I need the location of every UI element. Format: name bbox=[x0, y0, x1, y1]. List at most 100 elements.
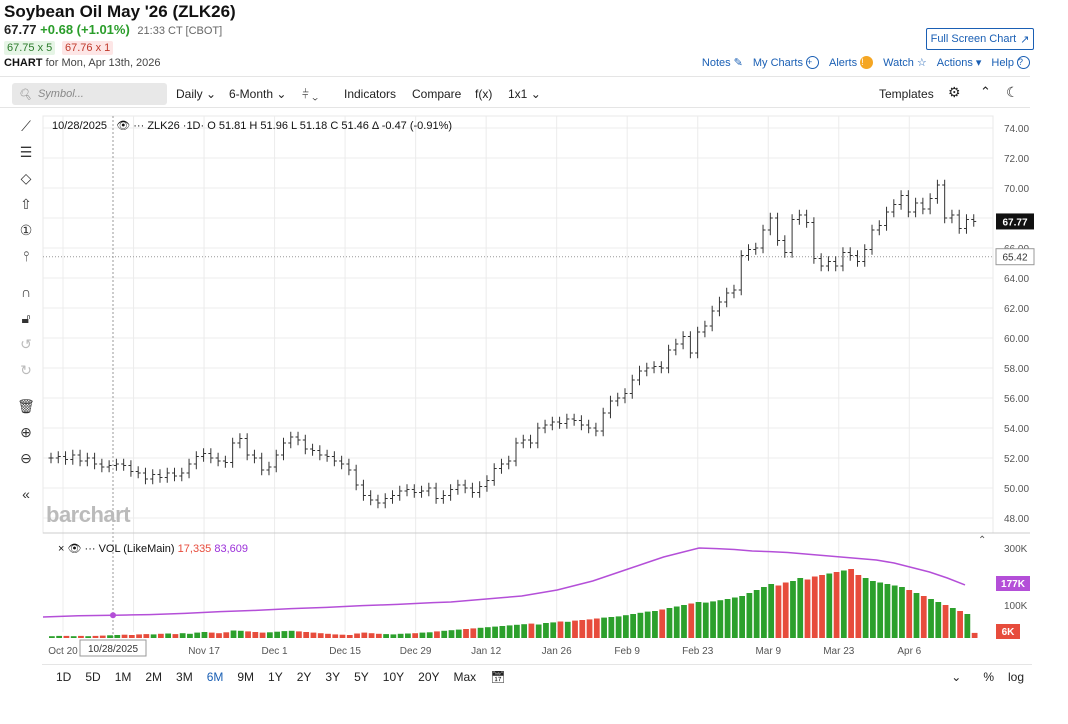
indicators-button[interactable]: Indicators bbox=[344, 87, 397, 101]
volume-bar bbox=[99, 635, 106, 638]
range-2y[interactable]: 2Y bbox=[296, 669, 312, 684]
compare-button[interactable]: Compare bbox=[412, 87, 462, 101]
measure-tool-icon[interactable]: ⫯ bbox=[22, 248, 30, 264]
range-3m[interactable]: 3M bbox=[176, 669, 193, 684]
arrow-tool-icon[interactable]: ⇧ bbox=[20, 196, 32, 212]
percent-toggle[interactable]: % bbox=[983, 669, 994, 684]
volume-bar bbox=[201, 632, 208, 638]
eye-icon[interactable]: 👁︎ bbox=[116, 120, 131, 132]
calendar-icon[interactable]: 📅︎ bbox=[490, 669, 506, 684]
range-20y[interactable]: 20Y bbox=[418, 669, 440, 684]
fib-tool-icon[interactable]: ☰ bbox=[19, 144, 33, 160]
volume-bar bbox=[514, 624, 520, 638]
volume-bar bbox=[208, 632, 215, 638]
range-dropdown[interactable]: 6-Month ⌄ bbox=[229, 87, 287, 101]
help-label: Help bbox=[991, 56, 1014, 69]
volume-bar bbox=[296, 631, 302, 638]
price-chart[interactable]: 74.0072.0070.0068.0066.0064.0062.0060.00… bbox=[0, 108, 1068, 664]
redo-icon[interactable]: ↻ bbox=[20, 362, 32, 378]
zoom-out-icon[interactable]: ⊖ bbox=[20, 450, 32, 466]
expand-icon[interactable]: ⌄ bbox=[951, 669, 962, 684]
volume-bar bbox=[114, 635, 121, 638]
range-bar: 1D 5D 1M 2M 3M 6M 9M 1Y 2Y 3Y 5Y 10Y 20Y Max 📅︎ ⌄% log bbox=[42, 664, 1032, 688]
volume-bar bbox=[928, 599, 934, 638]
volume-bar bbox=[128, 635, 135, 638]
log-toggle[interactable]: log bbox=[1007, 669, 1024, 684]
symbol-search-input[interactable]: 🔍︎ Symbol... bbox=[12, 83, 167, 105]
volume-bar bbox=[346, 635, 353, 638]
trendline-tool-icon[interactable]: ⟋ bbox=[21, 118, 31, 134]
my-charts-link[interactable]: My Charts + bbox=[753, 56, 819, 69]
range-1y[interactable]: 1Y bbox=[268, 669, 283, 684]
volume-bar bbox=[107, 635, 113, 638]
shape-tool-icon[interactable]: ◇ bbox=[20, 170, 32, 186]
settings-gear-icon[interactable]: ⚙ bbox=[948, 84, 961, 100]
volume-bar bbox=[899, 587, 905, 638]
layout-dropdown[interactable]: 1x1 ⌄ bbox=[508, 87, 541, 101]
chart-date-label: CHART for Mon, Apr 13th, 2026 bbox=[4, 57, 161, 69]
volume-bar bbox=[332, 634, 339, 638]
volume-bar bbox=[564, 621, 571, 638]
annotation-tool-icon[interactable]: ① bbox=[19, 222, 33, 238]
volume-bar bbox=[179, 633, 186, 638]
eye-icon[interactable]: 👁︎ bbox=[67, 543, 82, 555]
range-5y[interactable]: 5Y bbox=[354, 669, 369, 684]
range-3y[interactable]: 3Y bbox=[325, 669, 341, 684]
volume-bar bbox=[187, 633, 193, 638]
collapse-up-icon[interactable]: ⌃ bbox=[980, 84, 991, 99]
notes-link[interactable]: Notes ✎ bbox=[701, 56, 743, 70]
actions-menu[interactable]: Actions ▾ bbox=[937, 56, 982, 70]
volume-bar bbox=[891, 585, 898, 638]
volume-bar bbox=[237, 630, 244, 638]
watch-link[interactable]: Watch ☆ bbox=[883, 56, 927, 70]
volume-bar bbox=[368, 633, 375, 638]
undo-icon[interactable]: ↺ bbox=[20, 336, 32, 352]
vol-ma-tag bbox=[996, 576, 1030, 591]
volume-bar bbox=[877, 582, 884, 638]
volume-bar bbox=[543, 623, 549, 638]
x-tick-label: Mar 23 bbox=[823, 646, 855, 657]
dark-mode-icon[interactable]: ☾ bbox=[1006, 84, 1019, 100]
collapse-left-icon[interactable]: « bbox=[22, 486, 30, 502]
volume-bar bbox=[601, 617, 607, 638]
volume-ma-value: 83,609 bbox=[214, 543, 249, 555]
notes-label: Notes bbox=[701, 56, 731, 69]
zoom-in-icon[interactable]: ⊕ bbox=[20, 424, 32, 440]
volume-bar bbox=[484, 627, 491, 638]
volume-bar bbox=[535, 624, 542, 638]
help-link[interactable]: Help? bbox=[991, 56, 1030, 69]
range-6m[interactable]: 6M bbox=[206, 669, 224, 684]
crosshair-dot bbox=[110, 612, 116, 619]
volume-bar bbox=[375, 633, 382, 638]
full-screen-chart-button[interactable]: Full Screen Chart ↗ bbox=[926, 28, 1034, 50]
bar-type-dropdown[interactable]: ⫩ ⌄ bbox=[302, 87, 318, 101]
range-1m[interactable]: 1M bbox=[114, 669, 132, 684]
volume-bar bbox=[56, 635, 63, 638]
volume-bar bbox=[848, 569, 854, 638]
lock-icon[interactable]: 🔓︎ bbox=[21, 310, 31, 326]
range-2m[interactable]: 2M bbox=[145, 669, 163, 684]
volume-bar bbox=[150, 634, 157, 638]
range-10y[interactable]: 10Y bbox=[382, 669, 405, 684]
fx-button[interactable]: f(x) bbox=[475, 87, 493, 101]
range-5d[interactable]: 5D bbox=[85, 669, 101, 684]
range-1d[interactable]: 1D bbox=[56, 669, 72, 684]
period-dropdown[interactable]: Daily ⌄ bbox=[176, 87, 217, 101]
collapse-pane-icon[interactable]: ⌃ bbox=[978, 535, 987, 546]
volume-bar bbox=[245, 631, 251, 638]
volume-bar bbox=[441, 630, 448, 638]
help-icon: ? bbox=[1017, 56, 1030, 69]
x-tick-label: Jan 12 bbox=[471, 646, 501, 657]
volume-bar bbox=[717, 600, 724, 638]
volume-bar bbox=[790, 581, 796, 638]
volume-bar bbox=[230, 630, 237, 638]
templates-button[interactable]: Templates bbox=[879, 87, 934, 101]
alerts-link[interactable]: Alerts! bbox=[829, 56, 874, 69]
ask-quote: 67.76 x 1 bbox=[62, 41, 114, 55]
range-max[interactable]: Max bbox=[453, 669, 477, 684]
close-icon[interactable]: × bbox=[58, 543, 65, 555]
range-9m[interactable]: 9M bbox=[237, 669, 255, 684]
trash-icon[interactable]: 🗑︎ bbox=[17, 398, 35, 414]
alerts-label: Alerts bbox=[829, 56, 858, 69]
magnet-icon[interactable]: ∩ bbox=[20, 284, 32, 300]
